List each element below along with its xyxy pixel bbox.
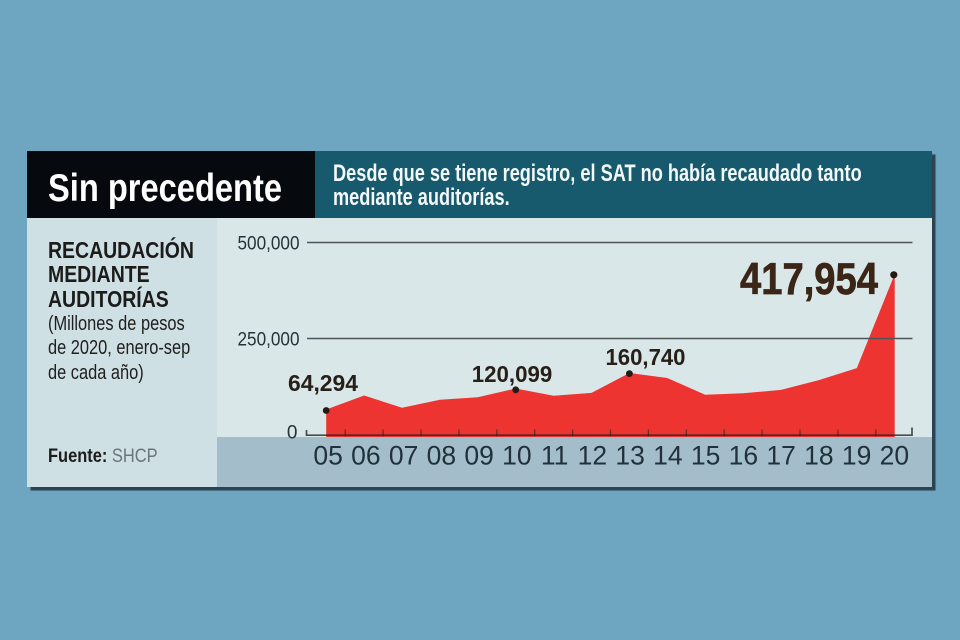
svg-text:64,294: 64,294 <box>288 370 358 396</box>
svg-text:417,954: 417,954 <box>740 255 878 304</box>
svg-text:0: 0 <box>287 423 298 444</box>
svg-text:20: 20 <box>880 441 909 471</box>
svg-text:14: 14 <box>653 441 682 471</box>
svg-text:09: 09 <box>464 441 493 471</box>
svg-text:120,099: 120,099 <box>472 361 553 387</box>
svg-text:250,000: 250,000 <box>238 330 300 351</box>
svg-text:12: 12 <box>578 441 607 471</box>
svg-text:15: 15 <box>691 441 720 471</box>
svg-text:160,740: 160,740 <box>606 344 686 370</box>
svg-text:17: 17 <box>766 441 795 471</box>
svg-text:10: 10 <box>502 441 531 471</box>
svg-text:19: 19 <box>842 441 871 471</box>
svg-text:05: 05 <box>313 441 342 471</box>
svg-text:06: 06 <box>351 441 380 471</box>
svg-text:07: 07 <box>389 441 418 471</box>
svg-text:18: 18 <box>804 441 833 471</box>
svg-text:13: 13 <box>615 441 644 471</box>
svg-text:11: 11 <box>541 441 569 471</box>
svg-text:16: 16 <box>729 441 758 471</box>
svg-text:500,000: 500,000 <box>238 233 300 254</box>
svg-text:08: 08 <box>427 441 456 471</box>
